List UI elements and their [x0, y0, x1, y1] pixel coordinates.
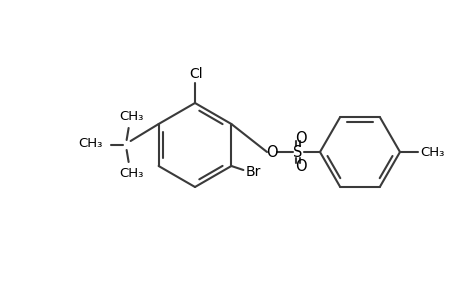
Text: Cl: Cl — [189, 67, 202, 81]
Text: CH₃: CH₃ — [78, 136, 102, 149]
Text: Br: Br — [245, 165, 260, 179]
Text: S: S — [293, 145, 302, 160]
Text: CH₃: CH₃ — [419, 146, 443, 158]
Text: O: O — [295, 158, 306, 173]
Text: O: O — [295, 130, 306, 146]
Text: O: O — [266, 145, 277, 160]
Text: CH₃: CH₃ — [119, 167, 144, 180]
Text: CH₃: CH₃ — [119, 110, 144, 123]
